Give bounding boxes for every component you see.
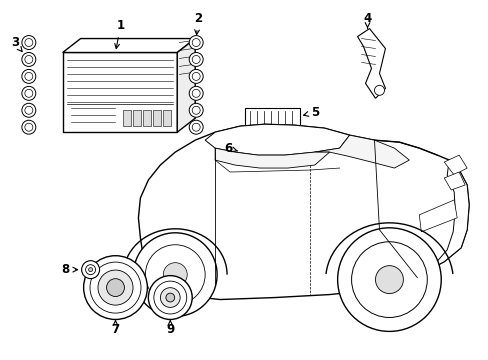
Circle shape <box>25 106 33 114</box>
Polygon shape <box>205 124 349 155</box>
Circle shape <box>22 120 36 134</box>
Circle shape <box>90 262 141 313</box>
Circle shape <box>22 36 36 50</box>
Circle shape <box>165 293 174 302</box>
Polygon shape <box>357 28 385 98</box>
Text: 7: 7 <box>111 320 120 336</box>
Circle shape <box>160 288 180 307</box>
Polygon shape <box>244 108 299 136</box>
Circle shape <box>22 103 36 117</box>
Polygon shape <box>413 160 468 278</box>
Circle shape <box>189 53 203 67</box>
Polygon shape <box>177 39 195 132</box>
Text: 2: 2 <box>194 12 202 35</box>
Circle shape <box>192 39 200 46</box>
Circle shape <box>106 279 124 297</box>
Circle shape <box>88 268 92 272</box>
Polygon shape <box>62 53 177 132</box>
Circle shape <box>225 152 234 160</box>
Text: 3: 3 <box>11 36 22 51</box>
Circle shape <box>375 266 403 293</box>
Circle shape <box>22 69 36 84</box>
Text: 1: 1 <box>115 19 124 49</box>
Polygon shape <box>123 110 131 126</box>
Circle shape <box>25 55 33 63</box>
Circle shape <box>98 270 133 305</box>
Polygon shape <box>443 155 466 175</box>
Text: 5: 5 <box>303 106 318 119</box>
Circle shape <box>145 245 205 305</box>
Polygon shape <box>238 140 277 162</box>
Circle shape <box>189 103 203 117</box>
Circle shape <box>192 106 200 114</box>
Polygon shape <box>143 110 151 126</box>
Polygon shape <box>419 200 456 232</box>
Text: 8: 8 <box>61 263 78 276</box>
Circle shape <box>81 261 100 279</box>
Circle shape <box>337 228 440 332</box>
Circle shape <box>85 265 95 275</box>
Polygon shape <box>314 135 408 168</box>
Circle shape <box>22 86 36 100</box>
Circle shape <box>192 123 200 131</box>
Polygon shape <box>133 110 141 126</box>
Circle shape <box>192 72 200 80</box>
Polygon shape <box>163 110 171 126</box>
Circle shape <box>154 281 186 314</box>
Circle shape <box>189 69 203 84</box>
Polygon shape <box>138 124 468 300</box>
Text: 9: 9 <box>166 320 174 336</box>
Circle shape <box>163 263 187 287</box>
Text: 4: 4 <box>363 12 371 28</box>
Polygon shape <box>443 172 464 190</box>
Circle shape <box>148 276 192 319</box>
Circle shape <box>22 53 36 67</box>
Circle shape <box>374 85 384 95</box>
Circle shape <box>192 89 200 97</box>
Circle shape <box>25 123 33 131</box>
Circle shape <box>25 72 33 80</box>
Circle shape <box>189 120 203 134</box>
Circle shape <box>25 39 33 46</box>
Circle shape <box>83 256 147 319</box>
Polygon shape <box>215 148 329 168</box>
Circle shape <box>133 233 217 316</box>
Circle shape <box>192 55 200 63</box>
Circle shape <box>25 89 33 97</box>
Polygon shape <box>62 39 195 53</box>
Circle shape <box>189 86 203 100</box>
Circle shape <box>351 242 427 318</box>
Circle shape <box>224 142 236 154</box>
Circle shape <box>189 36 203 50</box>
Text: 6: 6 <box>224 141 237 155</box>
Polygon shape <box>153 110 161 126</box>
